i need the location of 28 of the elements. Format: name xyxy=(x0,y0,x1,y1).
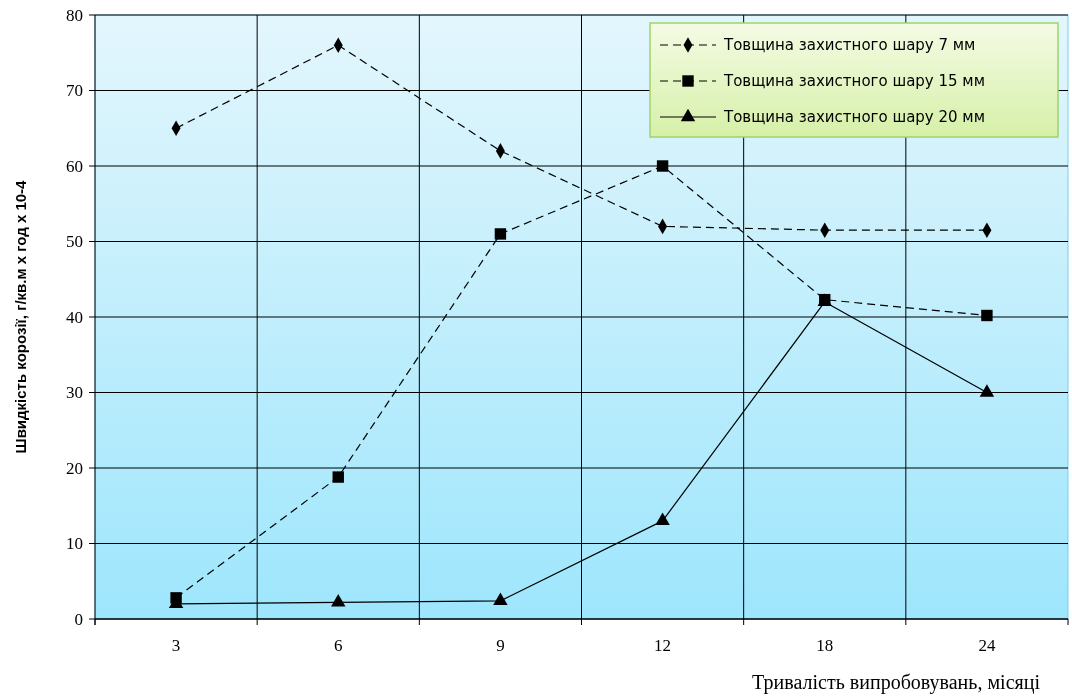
y-tick-label: 30 xyxy=(66,383,83,403)
point xyxy=(493,592,508,606)
point xyxy=(656,160,669,172)
y-tick-label: 50 xyxy=(66,232,83,252)
y-tick-label: 70 xyxy=(66,81,83,101)
point xyxy=(331,594,346,607)
x-tick-label: 6 xyxy=(334,636,343,655)
point xyxy=(332,471,344,483)
point xyxy=(655,512,670,526)
point xyxy=(979,384,995,397)
x-tick-label: 9 xyxy=(496,636,505,655)
x-axis-title: Тривалість випробовувань, місяці xyxy=(752,671,1041,694)
y-tick-label: 40 xyxy=(66,307,83,327)
y-axis-title: Швидкість корозії, г/кв.м х год х 10-4 xyxy=(12,179,29,454)
y-tick-label: 80 xyxy=(66,5,83,25)
y-tick-label: 10 xyxy=(66,534,83,554)
y-tick-label: 20 xyxy=(66,458,83,478)
point xyxy=(981,309,993,322)
y-tick-label: 0 xyxy=(74,609,83,629)
legend-label: Товщина захистного шару 20 мм xyxy=(723,108,985,127)
legend-label: Товщина захистного шару 15 мм xyxy=(723,72,985,91)
x-tick-label: 3 xyxy=(171,636,181,655)
point xyxy=(494,228,507,240)
legend-label: Товщина захистного шару 7 мм xyxy=(723,36,976,55)
y-tick-label: 60 xyxy=(66,156,83,176)
x-tick-label: 18 xyxy=(816,636,834,655)
x-tick-label: 24 xyxy=(978,636,996,655)
x-tick-label: 12 xyxy=(654,636,672,655)
